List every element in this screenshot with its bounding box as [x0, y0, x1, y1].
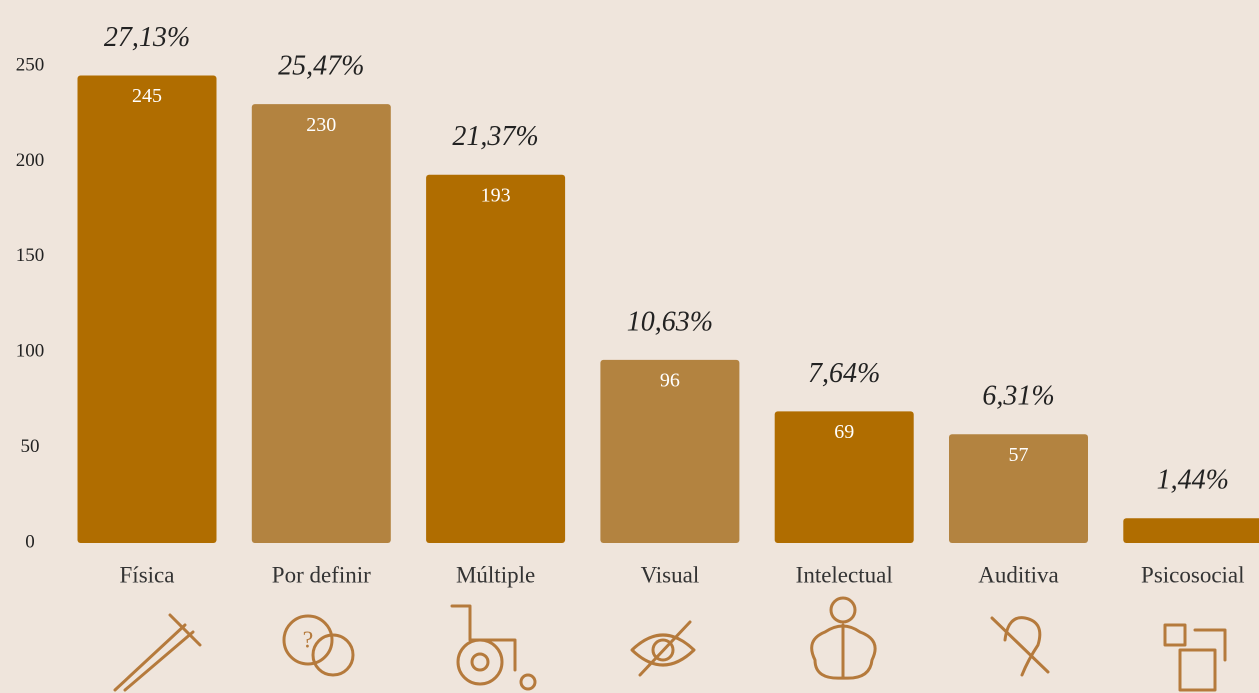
percent-label: 21,37%: [452, 121, 538, 152]
y-tick-label: 100: [16, 341, 45, 362]
value-label: 245: [132, 85, 162, 107]
bar: [77, 75, 217, 543]
y-tick-label: 200: [16, 150, 45, 171]
wheelchair-icon: [450, 604, 537, 691]
y-tick-label: 250: [16, 54, 45, 75]
bar: [774, 411, 914, 543]
x-tick-label: Auditiva: [978, 562, 1059, 587]
puzzle-icon: [1163, 623, 1227, 692]
bar: [426, 174, 566, 544]
x-tick-label: Psicosocial: [1141, 562, 1245, 587]
value-label: 230: [306, 114, 336, 136]
percent-label: 27,13%: [104, 22, 190, 53]
svg-text:?: ?: [303, 628, 314, 654]
x-tick-label: Intelectual: [796, 562, 893, 587]
ear-icon: [990, 616, 1050, 677]
value-label: 69: [834, 421, 854, 443]
percent-label: 1,44%: [1157, 465, 1229, 496]
value-label: 193: [481, 184, 511, 206]
icons: ?: [113, 596, 1227, 692]
crutch-icon: [113, 613, 202, 692]
value-label: 96: [660, 369, 680, 391]
bar: [1123, 518, 1259, 543]
percent-label: 6,31%: [982, 381, 1054, 412]
eye-icon: [630, 620, 696, 677]
y-tick-label: 150: [16, 245, 45, 266]
bar: [600, 359, 740, 543]
percent-label: 10,63%: [627, 306, 713, 337]
y-tick-label: 50: [21, 436, 40, 457]
brain-icon: [810, 596, 877, 680]
x-tick-label: Visual: [641, 562, 700, 587]
bar: [251, 104, 391, 543]
value-label: 57: [1009, 444, 1029, 466]
x-tick-label: Física: [120, 562, 175, 587]
bar: [949, 434, 1088, 543]
x-tick-label: Múltiple: [456, 562, 535, 587]
y-tick-label: 0: [25, 531, 35, 552]
percent-label: 25,47%: [278, 51, 364, 82]
x-tick-label: Por definir: [272, 562, 371, 587]
question-icon: ?: [282, 614, 355, 677]
percent-label: 7,64%: [808, 358, 880, 389]
